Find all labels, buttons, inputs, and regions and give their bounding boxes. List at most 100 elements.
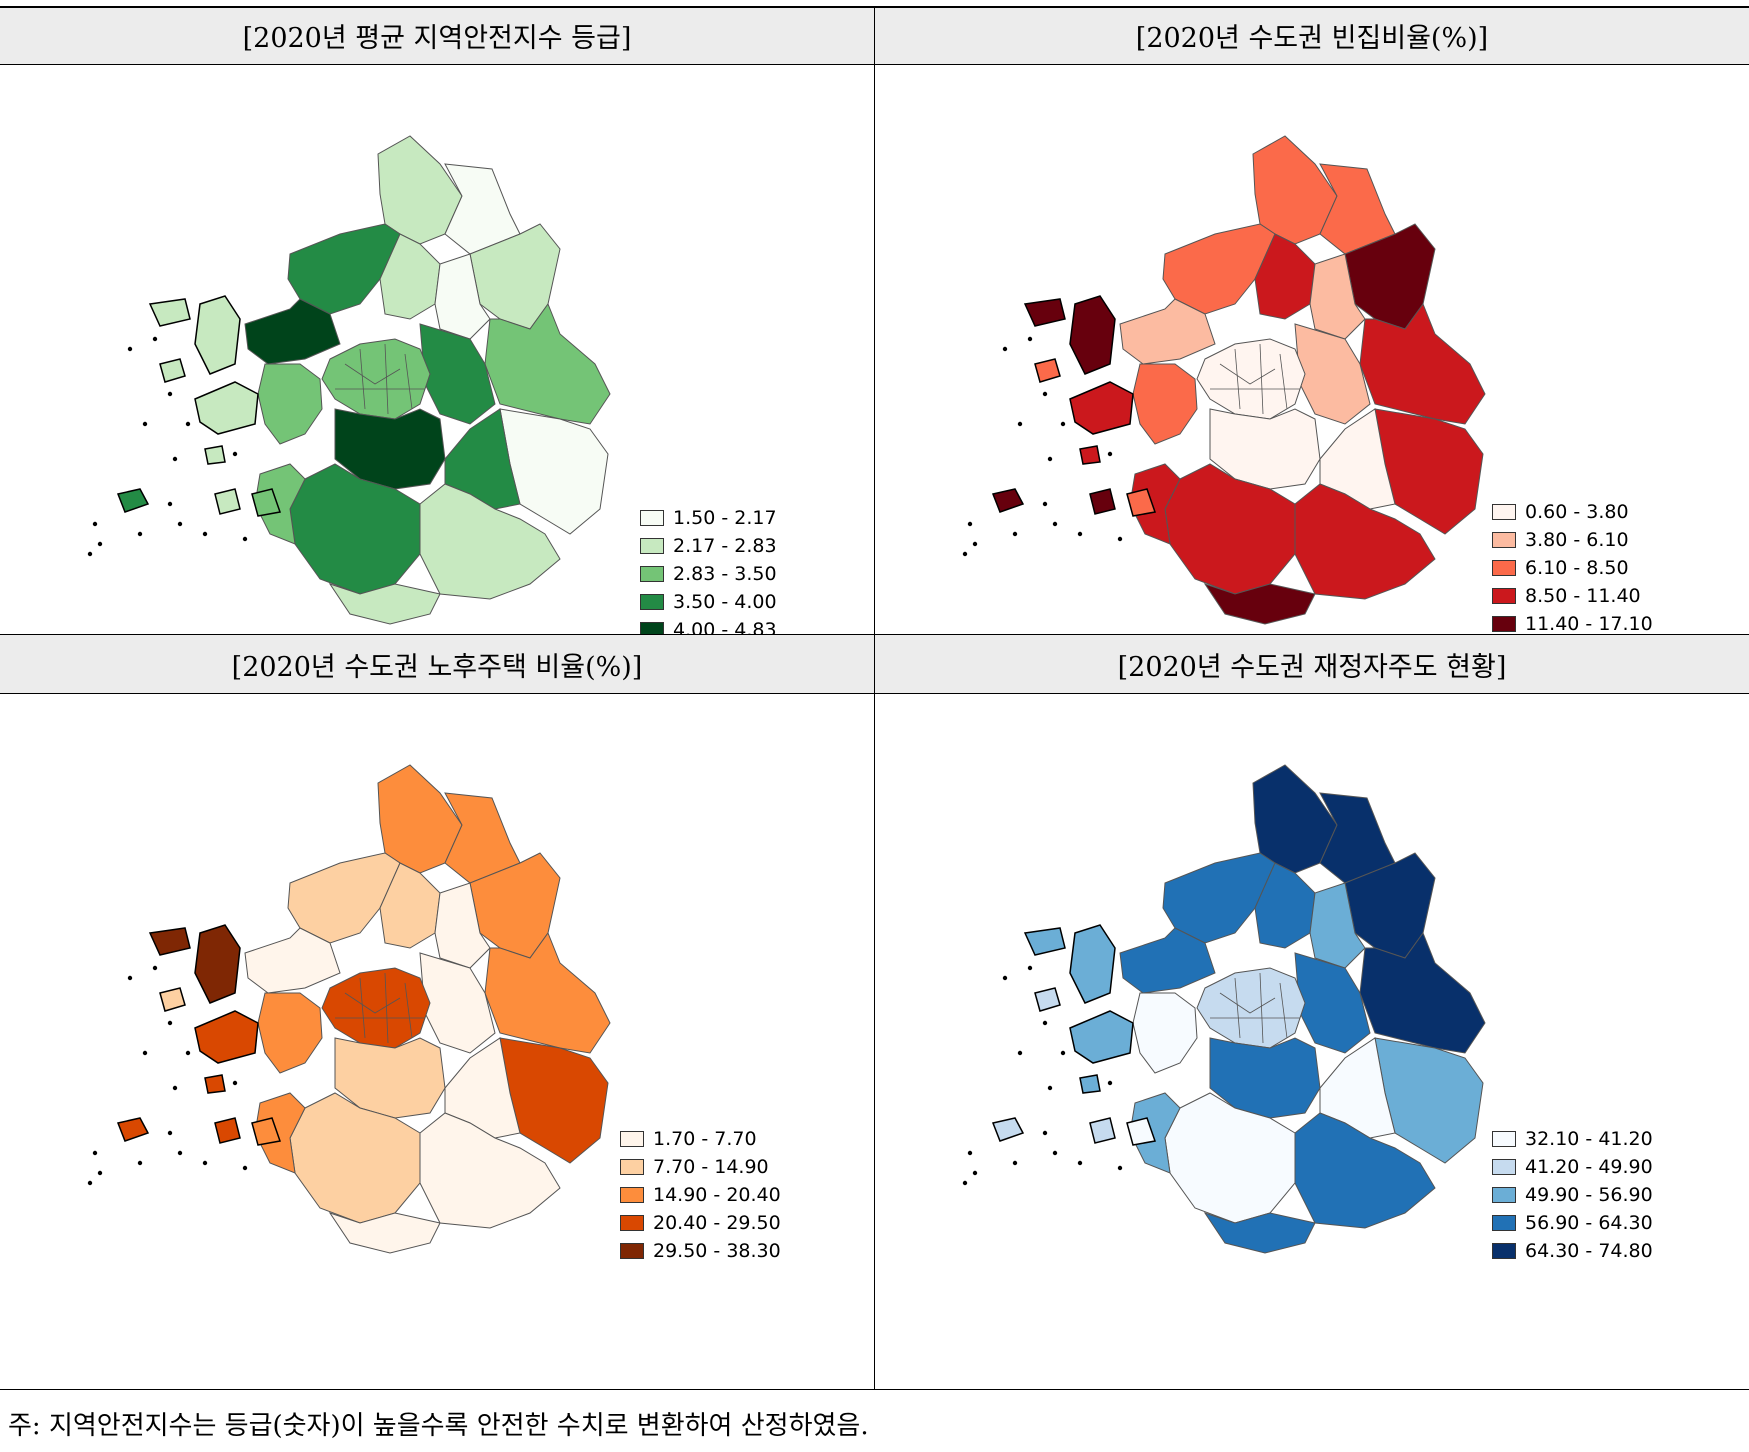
islet-13 bbox=[232, 451, 238, 457]
district-line-4 bbox=[404, 353, 413, 410]
islet-6 bbox=[962, 551, 968, 557]
island-5 bbox=[214, 488, 241, 515]
legend-item: 32.10 - 41.20 bbox=[1492, 1125, 1653, 1153]
legend-label: 29.50 - 38.30 bbox=[653, 1240, 781, 1262]
region-7 bbox=[484, 931, 611, 1054]
map-legend: 1.50 - 2.17 2.17 - 2.83 2.83 - 3.50 3.50 - … bbox=[640, 504, 777, 644]
islet-3 bbox=[1017, 1050, 1023, 1056]
region-12 bbox=[499, 408, 609, 535]
region-10 bbox=[257, 992, 323, 1074]
region-16 bbox=[328, 1212, 441, 1254]
region-8 bbox=[419, 323, 496, 425]
region-0 bbox=[377, 764, 463, 874]
legend-label: 41.20 - 49.90 bbox=[1525, 1156, 1653, 1178]
legend-label: 0.60 - 3.80 bbox=[1525, 501, 1629, 523]
islet-7 bbox=[177, 1150, 183, 1156]
map-svg bbox=[962, 764, 1486, 1254]
legend-item: 20.40 - 29.50 bbox=[620, 1209, 781, 1237]
legend-swatch bbox=[1492, 1159, 1516, 1175]
region-12 bbox=[1374, 1037, 1484, 1164]
region-layer bbox=[87, 764, 611, 1254]
legend-swatch bbox=[1492, 532, 1516, 548]
legend-swatch bbox=[1492, 1243, 1516, 1259]
map-legend: 32.10 - 41.20 41.20 - 49.90 49.90 - 56.90 5… bbox=[1492, 1125, 1653, 1265]
legend-label: 20.40 - 29.50 bbox=[653, 1212, 781, 1234]
island-0 bbox=[194, 924, 241, 1004]
island-3 bbox=[159, 358, 186, 383]
islet-9 bbox=[1117, 536, 1123, 542]
region-3 bbox=[287, 223, 401, 315]
islet-11 bbox=[137, 531, 143, 537]
islet-0 bbox=[127, 975, 133, 981]
island-3 bbox=[159, 987, 186, 1012]
islet-5 bbox=[967, 1150, 973, 1156]
islet-12 bbox=[167, 1130, 173, 1136]
island-0 bbox=[1069, 295, 1116, 375]
island-6 bbox=[251, 488, 281, 517]
district-line-4 bbox=[1279, 982, 1288, 1039]
panel-title: [2020년 수도권 빈집비율(%)] bbox=[875, 6, 1749, 65]
islet-12 bbox=[1042, 1130, 1048, 1136]
region-15 bbox=[419, 1112, 561, 1229]
region-0 bbox=[1252, 135, 1338, 245]
islet-14 bbox=[185, 1050, 191, 1056]
islet-7 bbox=[1052, 1150, 1058, 1156]
islet-2 bbox=[1042, 1020, 1048, 1026]
island-7 bbox=[204, 1074, 226, 1094]
island-4 bbox=[991, 488, 1025, 513]
legend-item: 7.70 - 14.90 bbox=[620, 1153, 781, 1181]
islet-0 bbox=[127, 346, 133, 352]
islet-10 bbox=[97, 1170, 103, 1176]
district-line-0 bbox=[344, 992, 401, 1014]
islet-1 bbox=[152, 965, 158, 971]
islet-8 bbox=[1077, 1160, 1083, 1166]
islet-2 bbox=[167, 1020, 173, 1026]
legend-item: 41.20 - 49.90 bbox=[1492, 1153, 1653, 1181]
map-legend: 0.60 - 3.80 3.80 - 6.10 6.10 - 8.50 8.50 - … bbox=[1492, 498, 1653, 638]
islet-9 bbox=[242, 536, 248, 542]
panel-title: [2020년 수도권 노후주택 비율(%)] bbox=[0, 635, 874, 694]
region-8 bbox=[1294, 952, 1371, 1054]
legend-label: 6.10 - 8.50 bbox=[1525, 557, 1629, 579]
island-1 bbox=[148, 927, 191, 956]
islet-8 bbox=[202, 531, 208, 537]
legend-label: 56.90 - 64.30 bbox=[1525, 1212, 1653, 1234]
region-16 bbox=[1203, 1212, 1316, 1254]
district-line-1 bbox=[1234, 348, 1241, 410]
island-5 bbox=[1089, 1117, 1116, 1144]
legend-item: 1.50 - 2.17 bbox=[640, 504, 777, 532]
district-line-1 bbox=[1234, 977, 1241, 1039]
island-0 bbox=[194, 295, 241, 375]
legend-item: 64.30 - 74.80 bbox=[1492, 1237, 1653, 1265]
islet-13 bbox=[232, 1080, 238, 1086]
islet-14 bbox=[1060, 421, 1066, 427]
region-layer bbox=[962, 135, 1486, 625]
region-6 bbox=[434, 882, 491, 969]
map-svg bbox=[962, 135, 1486, 625]
region-15 bbox=[1294, 483, 1436, 600]
legend-swatch bbox=[1492, 1131, 1516, 1147]
region-4 bbox=[244, 298, 341, 365]
choropleth-map: 32.10 - 41.20 41.20 - 49.90 49.90 - 56.90 5… bbox=[875, 693, 1749, 1390]
district-line-0 bbox=[1219, 363, 1276, 385]
island-6 bbox=[1126, 488, 1156, 517]
legend-item: 6.10 - 8.50 bbox=[1492, 554, 1653, 582]
legend-item: 11.40 - 17.10 bbox=[1492, 610, 1653, 638]
region-6 bbox=[434, 253, 491, 340]
region-9 bbox=[1196, 967, 1306, 1049]
region-4 bbox=[244, 927, 341, 994]
region-7 bbox=[484, 302, 611, 425]
region-12 bbox=[499, 1037, 609, 1164]
islet-6 bbox=[87, 551, 93, 557]
island-4 bbox=[116, 1117, 150, 1142]
legend-label: 7.70 - 14.90 bbox=[653, 1156, 769, 1178]
legend-item: 3.80 - 6.10 bbox=[1492, 526, 1653, 554]
islet-10 bbox=[97, 541, 103, 547]
legend-label: 3.80 - 6.10 bbox=[1525, 529, 1629, 551]
legend-label: 32.10 - 41.20 bbox=[1525, 1128, 1653, 1150]
region-6 bbox=[1309, 253, 1366, 340]
islet-2 bbox=[167, 391, 173, 397]
legend-item: 29.50 - 38.30 bbox=[620, 1237, 781, 1265]
legend-item: 2.83 - 3.50 bbox=[640, 560, 777, 588]
legend-item: 2.17 - 2.83 bbox=[640, 532, 777, 560]
